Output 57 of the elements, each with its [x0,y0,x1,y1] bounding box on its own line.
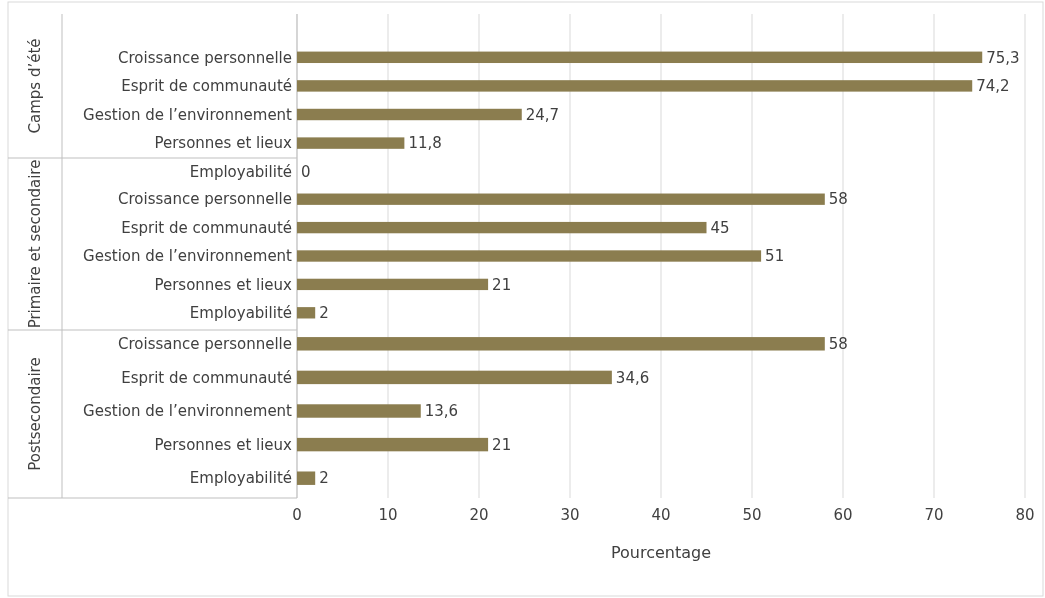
bar [297,221,707,234]
data-label: 74,2 [976,77,1010,96]
bar [297,471,316,485]
y-tick-label: Gestion de l’environnement [83,402,293,421]
bar [297,278,489,291]
data-label: 45 [710,218,730,237]
y-tick-label: Esprit de communauté [121,218,292,237]
y-tick-label: Croissance personnelle [118,335,292,354]
data-label: 34,6 [615,368,650,387]
bar [297,404,421,418]
data-label: 0 [301,162,311,181]
bar [297,250,762,262]
x-tick-label: 30 [560,506,580,524]
text: Camps d’été [26,38,45,134]
y-tick-label: Employabilité [189,162,292,181]
text: Postsecondaire [26,357,45,471]
x-tick-label: 40 [651,506,671,524]
bar [297,193,825,205]
bar [297,307,316,319]
y-tick-label: Gestion de l’environnement [83,105,293,124]
y-tick-label: Croissance personnelle [118,48,292,67]
y-tick-label: Employabilité [189,469,292,488]
x-tick-label: 0 [292,506,302,524]
y-tick-label: Esprit de communauté [121,368,292,387]
y-tick-label: Esprit de communauté [121,77,292,96]
y-tick-label: Gestion de l’environnement [83,247,293,266]
x-tick-label: 60 [833,506,853,524]
data-label: 13,6 [424,402,459,421]
bar [297,437,489,452]
x-tick-label: 80 [1015,506,1035,524]
bar [297,51,983,64]
y-tick-label: Employabilité [189,304,292,323]
data-label: 58 [828,190,848,209]
y-tick-label: Croissance personnelle [118,190,292,209]
data-label: 2 [319,304,329,323]
bar [297,337,825,351]
x-axis-title: Pourcentage [610,543,712,562]
data-label: 2 [319,469,329,488]
x-tick-label: 10 [378,506,398,524]
data-label: 21 [492,435,512,454]
data-label: 21 [492,275,512,294]
y-tick-label: Personnes et lieux [154,134,293,153]
y-tick-label: Personnes et lieux [154,275,293,294]
y-tick-label: Personnes et lieux [154,435,293,454]
x-tick-label: 70 [924,506,944,524]
x-tick-label: 20 [469,506,489,524]
text: Primaire et secondaire [26,159,45,329]
bar [297,370,612,385]
data-label: 51 [765,247,785,266]
bar [297,108,522,121]
data-label: 75,3 [986,48,1020,67]
data-label: 11,8 [408,134,442,153]
bar [297,80,973,92]
data-label: 24,7 [525,105,560,124]
data-label: 58 [828,335,848,354]
x-tick-label: 50 [742,506,762,524]
bar [297,137,405,149]
